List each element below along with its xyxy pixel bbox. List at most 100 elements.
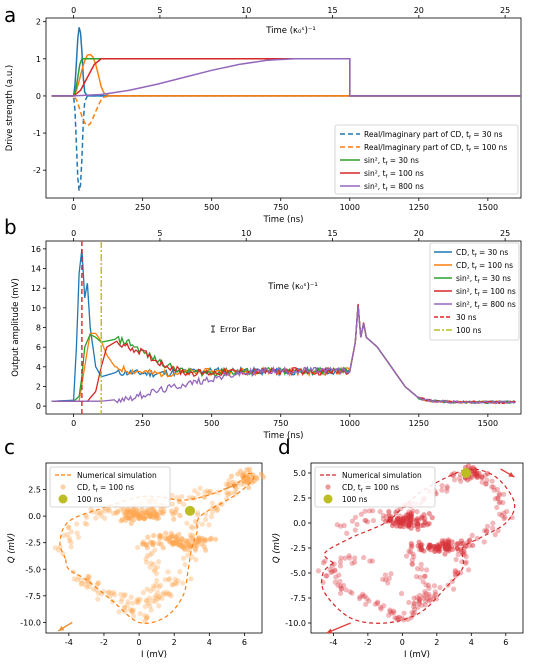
data-point: [174, 494, 180, 501]
data-point: [422, 602, 429, 608]
chart-panel-d: -4 -2 0 2 4 6 -10.0 -7.5 -5.0 -2.5 0.0 2.5 5.0 I (mV)…: [272, 462, 524, 660]
data-point: [370, 508, 376, 514]
data-point: [155, 589, 161, 596]
data-point: [324, 573, 330, 579]
top-x-tick-label: 20: [414, 6, 424, 15]
series-line: [51, 305, 516, 405]
data-point: [85, 573, 91, 579]
panel-label-c: c: [4, 435, 15, 459]
data-point: [357, 594, 363, 600]
data-point: [64, 531, 70, 538]
data-point: [409, 561, 415, 567]
data-point: [74, 521, 80, 527]
data-point: [380, 512, 386, 519]
data-point: [67, 537, 73, 544]
data-point: [494, 486, 500, 493]
data-point: [144, 614, 150, 620]
data-point: [349, 590, 355, 596]
data-point: [327, 567, 333, 573]
data-point: [362, 508, 368, 514]
data-point: [127, 606, 133, 613]
data-point: [175, 578, 181, 584]
data-point: [209, 500, 215, 506]
series-line: [51, 58, 521, 97]
data-point: [106, 507, 112, 513]
data-point: [203, 511, 209, 517]
y-axis-label: Drive strength (a.u.): [5, 65, 15, 152]
data-point: [427, 547, 434, 553]
data-point: [337, 590, 344, 596]
data-point: [492, 532, 498, 538]
data-point: [411, 522, 417, 528]
data-point: [56, 547, 62, 553]
data-point: [489, 478, 495, 484]
data-point: [206, 522, 212, 528]
x-tick-label: -4: [65, 638, 73, 647]
data-point: [66, 524, 72, 531]
data-point: [450, 586, 457, 592]
data-point: [492, 496, 498, 502]
data-point: [232, 489, 238, 495]
data-point: [113, 510, 119, 516]
data-point: [52, 545, 58, 551]
legend-label: CD, tf = 100 ns: [342, 483, 399, 494]
data-point: [419, 566, 425, 572]
data-point: [71, 576, 77, 582]
data-point: [169, 508, 175, 514]
data-point: [95, 590, 102, 596]
data-point: [147, 603, 153, 609]
data-point: [406, 515, 412, 521]
data-point: [337, 563, 344, 569]
data-point: [162, 577, 168, 583]
data-point: [403, 553, 410, 559]
data-point: [141, 618, 148, 624]
data-point: [224, 489, 230, 496]
data-point: [444, 488, 450, 494]
data-point: [352, 514, 359, 520]
data-point: [419, 602, 425, 608]
data-point: [332, 579, 339, 585]
y-tick-label: 10: [31, 304, 41, 313]
legend-label: sin², tf = 800 ns: [364, 182, 424, 193]
data-point: [337, 578, 343, 585]
data-point: [337, 559, 344, 565]
data-point: [184, 520, 190, 526]
data-point: [420, 579, 426, 585]
data-point: [439, 487, 445, 493]
data-point: [362, 517, 368, 523]
data-point: [358, 511, 364, 517]
data-point: [154, 571, 160, 577]
data-point: [135, 598, 141, 604]
x-tick-label: -2: [100, 638, 108, 647]
data-point: [213, 504, 220, 510]
data-point: [201, 494, 207, 500]
data-point: [444, 485, 450, 491]
data-point: [158, 582, 164, 588]
data-point: [426, 511, 432, 517]
data-point: [244, 474, 251, 481]
data-point: [394, 615, 400, 621]
data-point: [122, 608, 128, 615]
data-point: [452, 571, 458, 577]
data-point: [149, 550, 155, 556]
data-point: [182, 561, 188, 568]
data-point: [437, 584, 443, 591]
y-tick-label: 1: [36, 55, 41, 64]
series-line: [51, 58, 521, 97]
legend-label: Real/Imaginary part of CD, tf = 100 ns: [364, 143, 507, 154]
y-tick-label: 4: [36, 363, 41, 372]
data-point: [124, 602, 130, 608]
legend-label: CD, tf = 100 ns: [456, 261, 513, 272]
data-point: [226, 482, 232, 488]
data-point: [86, 575, 92, 581]
y-tick-label: 0.0: [293, 519, 306, 528]
x-axis-label: I (mV): [141, 650, 167, 660]
data-point: [158, 506, 164, 512]
data-point: [128, 594, 134, 600]
data-point: [212, 505, 218, 511]
top-x-tick-label: 15: [327, 6, 337, 15]
legend-label: 100 ns: [342, 495, 367, 504]
y-axis-label: Output amplitude (mV): [11, 278, 21, 377]
data-point: [246, 484, 252, 491]
data-point: [489, 484, 495, 490]
